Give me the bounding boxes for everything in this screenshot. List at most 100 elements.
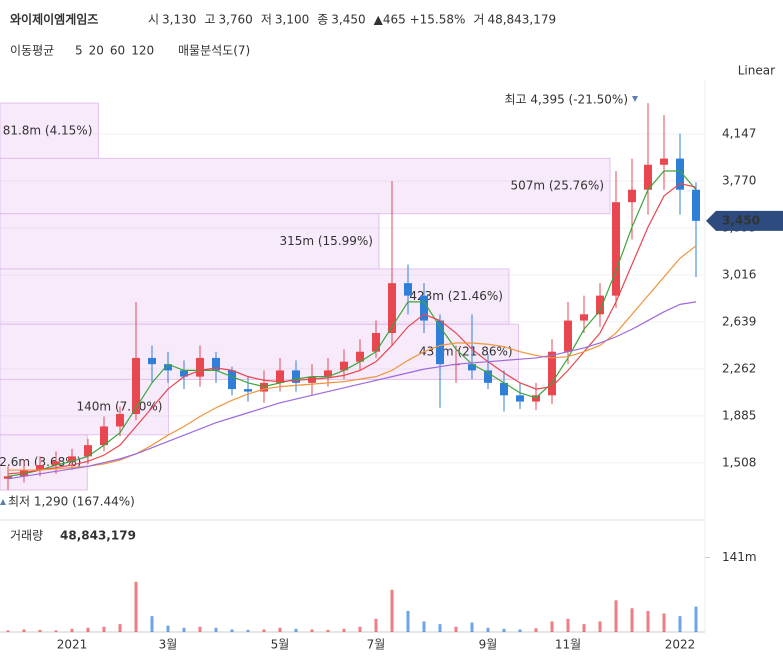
candle-body — [468, 364, 476, 371]
candle-body — [356, 351, 364, 362]
header-value: 3,760 — [218, 13, 252, 27]
candle-body — [116, 414, 124, 427]
high-marker — [632, 96, 638, 102]
volume-tick-label: 141m — [722, 550, 757, 564]
volume-bar — [502, 628, 506, 632]
candle-body — [84, 445, 92, 457]
volume-profile-bar — [0, 378, 169, 436]
volume-bar — [662, 613, 666, 632]
high-annotation: 최고 4,395 (-21.50%) — [504, 93, 628, 107]
candle-body — [132, 357, 140, 415]
candle-body — [276, 370, 284, 383]
candle-body — [676, 158, 684, 190]
header-value: 3,100 — [275, 13, 309, 27]
scale-label: Linear — [738, 64, 775, 78]
candle-body — [612, 202, 620, 296]
volume-bar — [182, 627, 186, 632]
volume-bar — [390, 589, 394, 632]
volume-bar — [166, 625, 170, 632]
candle-body — [20, 470, 28, 477]
volume-bar — [598, 621, 602, 632]
volume-bar — [86, 627, 90, 632]
ma-label: 이동평균 — [10, 44, 54, 58]
candle-body — [4, 476, 12, 479]
candle-body — [180, 370, 188, 377]
volume-profile-label: 507m (25.76%) — [510, 179, 604, 193]
volume-bar — [470, 622, 474, 632]
volume-profile-bar — [0, 434, 88, 491]
legend-entry: 20 — [89, 44, 104, 58]
candle-body — [100, 426, 108, 446]
volume-bar — [134, 581, 138, 632]
volume-bar — [70, 628, 74, 632]
volume-profile-label: 140m (7.10%) — [77, 400, 163, 414]
legend-entry: 120 — [131, 44, 154, 58]
y-tick-label: 1,885 — [722, 408, 756, 422]
legend-entry: 5 — [75, 44, 83, 58]
volume-bar — [278, 627, 282, 632]
volume-bar — [374, 618, 378, 632]
candle-body — [484, 370, 492, 383]
volume-bar — [246, 629, 250, 632]
candle-body — [596, 295, 604, 315]
candle-body — [244, 389, 252, 392]
volume-bar — [534, 628, 538, 632]
volume-profile-bar — [0, 157, 611, 215]
y-tick-label: 4,147 — [722, 127, 756, 141]
profile-label: 매물분석도(7) — [178, 44, 250, 58]
volume-bar — [422, 621, 426, 632]
header-value: 3,130 — [162, 13, 196, 27]
volume-bar — [342, 628, 346, 632]
candle-body — [52, 461, 60, 466]
header-label: 종 — [317, 13, 328, 27]
candle-body — [148, 357, 156, 365]
header-label: 고 — [204, 13, 215, 27]
x-tick-label: 2021 — [57, 638, 88, 652]
candle-body — [692, 189, 700, 221]
volume-bar — [262, 629, 266, 632]
volume-bar — [406, 610, 410, 632]
volume-bar — [438, 624, 442, 632]
volume-bar — [694, 606, 698, 632]
candle-body — [68, 456, 76, 462]
candle-body — [420, 295, 428, 321]
volume-bar — [54, 630, 58, 632]
candle-body — [388, 283, 396, 334]
stock-name: 와이제이엠게임즈 — [10, 12, 98, 27]
volume-bar — [22, 629, 26, 632]
candle-body — [628, 189, 636, 203]
volume-label: 거래량 — [10, 529, 43, 543]
volume-profile-label: 81.8m (4.15%) — [3, 123, 93, 137]
candle-body — [260, 382, 268, 392]
candle-body — [36, 465, 44, 471]
candle-body — [164, 364, 172, 371]
volume-bar — [550, 621, 554, 632]
price-change: ▲465 +15.58% — [374, 13, 466, 27]
candle-body — [660, 158, 668, 165]
volume-profile-label: 72.6m (3.68%) — [0, 455, 81, 469]
candle-body — [500, 382, 508, 396]
legend-entry: 60 — [110, 44, 125, 58]
ma-line — [7, 170, 697, 477]
candle-body — [516, 395, 524, 402]
volume-bar — [6, 630, 10, 632]
volume-bar — [198, 626, 202, 632]
candle-body — [436, 320, 444, 365]
volume-bar — [358, 626, 362, 632]
ma-line — [8, 245, 697, 471]
candle-body — [548, 351, 556, 396]
x-tick-label: 2022 — [665, 638, 696, 652]
last-price-label: 3,450 — [722, 213, 760, 227]
candle-body — [564, 320, 572, 352]
candle-body — [292, 370, 300, 383]
y-tick-label: 3,016 — [722, 267, 756, 281]
volume-bar — [630, 608, 634, 632]
candle-body — [404, 283, 412, 296]
y-tick-label: 1,508 — [722, 455, 756, 469]
volume-total: 48,843,179 — [60, 529, 136, 543]
low-marker — [0, 499, 6, 505]
header-label: 저 — [261, 13, 272, 27]
x-tick-label: 9월 — [479, 638, 498, 652]
candle-body — [212, 357, 220, 371]
